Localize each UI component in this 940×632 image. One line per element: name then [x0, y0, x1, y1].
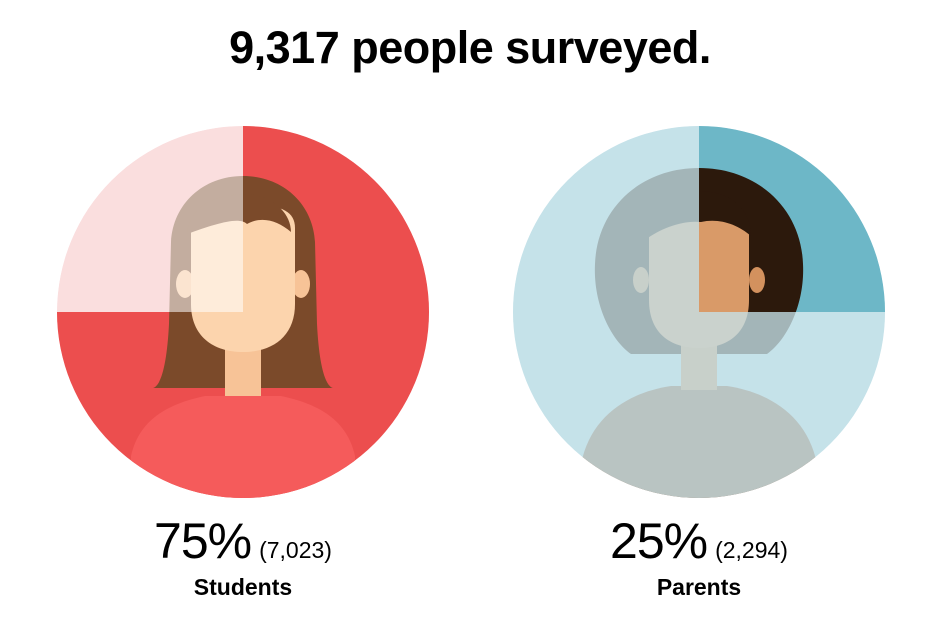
students-caption: 75% (7,023) Students	[55, 512, 431, 601]
parents-pie-chart	[511, 124, 887, 500]
parents-count: (2,294)	[715, 537, 788, 563]
students-slice-primary	[57, 126, 429, 498]
parents-pie-svg	[513, 126, 885, 498]
students-slice-remainder	[57, 126, 243, 312]
parents-slice-remainder	[513, 126, 885, 498]
students-label: Students	[193, 574, 293, 600]
page-title: 9,317 people surveyed.	[229, 22, 711, 73]
parents-percent: 25%	[610, 513, 708, 569]
parents-caption: 25% (2,294) Parents	[511, 512, 887, 601]
students-percent: 75%	[154, 513, 252, 569]
parents-label: Parents	[656, 574, 742, 600]
students-pie-svg	[57, 126, 429, 498]
students-count: (7,023)	[259, 537, 332, 563]
students-pie-chart	[55, 124, 431, 500]
